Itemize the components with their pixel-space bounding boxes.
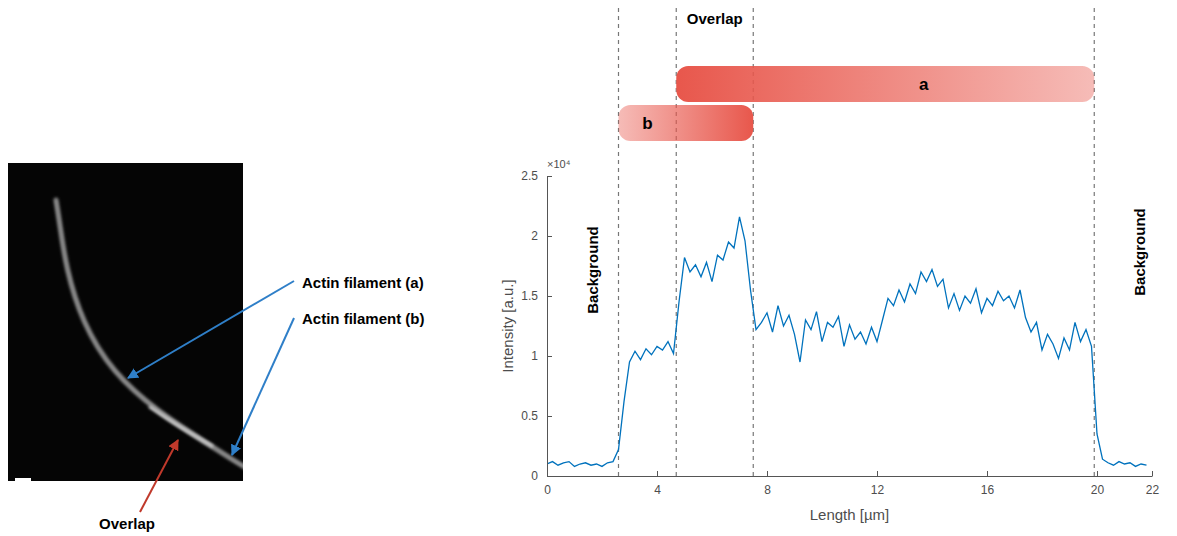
y-tick-label: 1 [531,349,538,363]
x-tick-label: 16 [981,483,995,497]
y-tick: 2 [531,229,552,243]
y-tick-label: 2 [531,229,538,243]
segment-label: a [919,75,929,94]
arrow [232,318,294,455]
y-tick: 1.5 [521,289,552,303]
x-tick-label: 8 [764,483,771,497]
micrograph: 1 µm [8,163,250,503]
intensity-line [547,217,1147,467]
arrow [140,440,178,512]
segment-bar [676,66,1094,102]
image-label: Actin filament (b) [302,310,425,327]
image-label: Actin filament (a) [302,274,424,291]
x-tick-mark [877,471,878,476]
x-tick-label: 0 [544,483,551,497]
x-tick: 16 [981,471,995,497]
filament-glow [56,200,243,470]
x-tick-label: 22 [1146,483,1160,497]
y-tick: 1 [531,349,552,363]
y-axis-title: Intensity [a.u.] [499,279,516,372]
x-tick-mark [657,471,658,476]
y-axis-line [547,177,548,477]
x-tick: 22 [1146,471,1160,497]
y-tick-label: 0.5 [521,409,538,423]
overlap-label: Overlap [687,10,743,27]
x-axis: 0 4 8 12 16 20 22 [544,471,1159,497]
x-axis-title: Length [µm] [810,506,890,523]
boundary-line [618,8,619,476]
scale-bar [15,478,31,483]
y-tick-mark [547,296,552,297]
x-tick: 8 [764,471,771,497]
x-tick-label: 4 [654,483,661,497]
x-tick-label: 12 [871,483,885,497]
y-tick: 0 [531,469,552,483]
y-tick-label: 1.5 [521,289,538,303]
micrograph-background [8,163,243,481]
y-tick-mark [547,476,552,477]
x-tick: 20 [1091,471,1105,497]
segment-label: b [642,114,652,133]
segments: ab [619,66,1095,141]
background-label: Background [584,226,601,314]
x-axis-line [548,476,1153,477]
y-tick-mark [547,176,552,177]
arrow [128,281,294,378]
y-tick-mark [547,356,552,357]
image-annotations: Actin filament (a) Actin filament (b) Over… [99,274,424,532]
filament-overlap [150,407,212,446]
y-tick-mark [547,416,552,417]
y-tick: 0.5 [521,409,552,423]
x-tick-mark [1097,471,1098,476]
scale-bar-label: 1 µm [14,489,42,503]
y-axis: 0 0.5 1 1.5 2 2.5 [521,169,552,483]
segment-bar [619,105,754,141]
y-multiplier: ×10⁴ [547,158,571,170]
filament [56,200,243,470]
x-tick: 12 [871,471,885,497]
y-tick: 2.5 [521,169,552,183]
x-tick: 4 [654,471,661,497]
y-tick-label: 0 [531,469,538,483]
y-tick-mark [547,236,552,237]
x-tick-mark [767,471,768,476]
background-label: Background [1131,208,1148,296]
y-tick-label: 2.5 [521,169,538,183]
x-tick-label: 20 [1091,483,1105,497]
x-tick-mark [1152,471,1153,476]
figure: 1 µm Actin filament (a) Actin filament (b)… [0,0,1177,536]
x-tick-mark [987,471,988,476]
boundaries [619,8,1095,476]
plot-area [547,217,1147,467]
chart: abOverlap0481216202200.511.522.5×10⁴Leng… [499,8,1159,523]
image-label: Overlap [99,515,155,532]
